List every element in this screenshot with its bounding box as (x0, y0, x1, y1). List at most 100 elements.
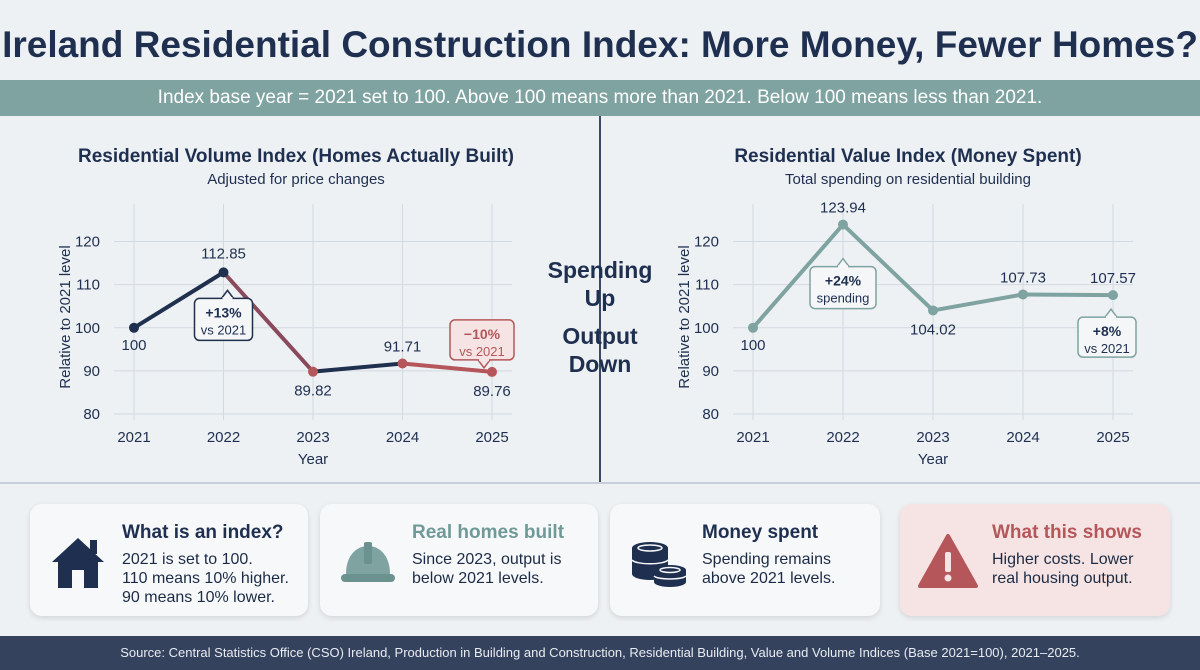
source-footer: Source: Central Statistics Office (CSO) … (0, 636, 1200, 670)
y-tick-label: 110 (76, 277, 100, 294)
y-tick-label: 90 (83, 363, 100, 380)
data-point (487, 366, 497, 377)
card-body: Since 2023, output is below 2021 levels. (412, 551, 562, 587)
x-tick-label: 2022 (826, 429, 859, 446)
data-label: 112.85 (201, 245, 246, 262)
y-tick-label: 100 (75, 320, 100, 337)
data-label: 89.82 (294, 383, 332, 400)
volume-chart: Residential Volume Index (Homes Actually… (57, 146, 515, 468)
data-label: 107.73 (1000, 269, 1046, 286)
hard-hat-icon (341, 542, 395, 582)
data-point (218, 267, 229, 278)
callout-line2: vs 2021 (1084, 341, 1130, 356)
card-title: What this shows (992, 522, 1142, 543)
x-axis-title: Year (298, 451, 328, 468)
data-label: 100 (121, 337, 146, 354)
series-line-segment (931, 292, 1025, 313)
data-label: 89.76 (473, 383, 511, 400)
data-point (397, 358, 408, 369)
series-line-segment (400, 361, 494, 374)
subtitle-band: Index base year = 2021 set to 100. Above… (0, 80, 1200, 116)
callout-pointer (477, 359, 491, 370)
chart-divider (599, 116, 601, 482)
series-line-segment (841, 222, 935, 313)
series-line-segment (751, 222, 845, 330)
x-tick-label: 2023 (916, 429, 949, 446)
series-line-segment (221, 270, 315, 374)
callout-pointer (836, 257, 850, 268)
chart-subtitle: Adjusted for price changes (207, 171, 385, 188)
x-tick-label: 2022 (207, 429, 240, 446)
card-body: 2021 is set to 100. 110 means 10% higher… (122, 551, 289, 606)
center-message: Spending Up Output Down (548, 257, 653, 377)
data-point (928, 305, 938, 316)
data-label: 100 (740, 337, 765, 354)
center-message-line1: Spending (548, 257, 653, 283)
callout-line2: vs 2021 (459, 344, 505, 359)
callout-pointer (1104, 307, 1118, 318)
chart-subtitle: Total spending on residential building (785, 171, 1031, 188)
data-point (748, 322, 758, 333)
card-what-this-shows: What this shows Higher costs. Lower real… (900, 504, 1170, 616)
section-divider (0, 482, 1200, 484)
y-tick-label: 80 (702, 406, 719, 423)
chart-title: Residential Value Index (Money Spent) (734, 146, 1081, 167)
coins-icon (631, 542, 687, 587)
y-tick-label: 90 (702, 363, 719, 380)
callout-pointer (220, 289, 235, 299)
callout-box: +24% spending (809, 257, 877, 310)
card-body: Spending remains above 2021 levels. (702, 551, 836, 587)
value-chart: Residential Value Index (Money Spent) Tot… (676, 146, 1137, 468)
callout-box: +8% vs 2021 (1077, 307, 1137, 358)
x-tick-label: 2025 (475, 429, 508, 446)
y-tick-label: 120 (75, 234, 100, 251)
data-point (1108, 290, 1118, 301)
card-title: Real homes built (412, 522, 565, 543)
callout-box: −10% vs 2021 (449, 319, 515, 370)
center-message-line3: Output (562, 323, 638, 349)
callout-line1: +13% (205, 304, 242, 320)
data-label: 123.94 (820, 200, 866, 217)
data-label: 107.57 (1090, 270, 1136, 287)
center-message-line4: Down (569, 351, 632, 377)
data-label: 91.71 (384, 339, 422, 356)
charts-area: Residential Volume Index (Homes Actually… (57, 146, 1137, 468)
x-tick-label: 2021 (736, 429, 769, 446)
center-message-line2: Up (585, 285, 616, 311)
y-tick-label: 120 (694, 234, 719, 251)
y-tick-label: 100 (694, 320, 719, 337)
y-tick-label: 110 (695, 277, 719, 294)
x-axis-title: Year (918, 451, 948, 468)
house-icon (52, 538, 104, 588)
page-title: Ireland Residential Construction Index: … (2, 24, 1198, 65)
callout-line2: spending (817, 291, 870, 306)
series-line-segment (311, 361, 405, 374)
data-point (1018, 289, 1028, 300)
x-tick-label: 2024 (386, 429, 419, 446)
card-money-spent: Money spent Spending remains above 2021 … (610, 504, 880, 616)
data-point (838, 219, 848, 230)
callout-line1: −10% (464, 326, 501, 342)
warning-icon (918, 534, 978, 588)
data-label: 104.02 (910, 321, 956, 338)
callout-line1: +24% (825, 273, 862, 289)
callout-line1: +8% (1093, 323, 1122, 339)
card-body: Higher costs. Lower real housing output. (992, 551, 1134, 587)
y-tick-label: 80 (83, 406, 100, 423)
card-title: Money spent (702, 522, 819, 543)
series-line-segment (132, 270, 226, 330)
x-tick-label: 2025 (1096, 429, 1129, 446)
card-title: What is an index? (122, 522, 284, 543)
x-tick-label: 2021 (117, 429, 150, 446)
data-point (129, 322, 139, 333)
x-tick-label: 2023 (296, 429, 329, 446)
callout-line2: vs 2021 (201, 322, 247, 337)
info-cards: What is an index? 2021 is set to 100. 11… (0, 484, 1200, 636)
data-point (308, 366, 318, 377)
card-real-homes: Real homes built Since 2023, output is b… (320, 504, 598, 616)
y-axis-title: Relative to 2021 level (676, 245, 693, 388)
x-tick-label: 2024 (1006, 429, 1039, 446)
y-axis-title: Relative to 2021 level (57, 245, 74, 388)
callout-box: +13% vs 2021 (193, 289, 254, 342)
card-what-is-index: What is an index? 2021 is set to 100. 11… (30, 504, 308, 616)
